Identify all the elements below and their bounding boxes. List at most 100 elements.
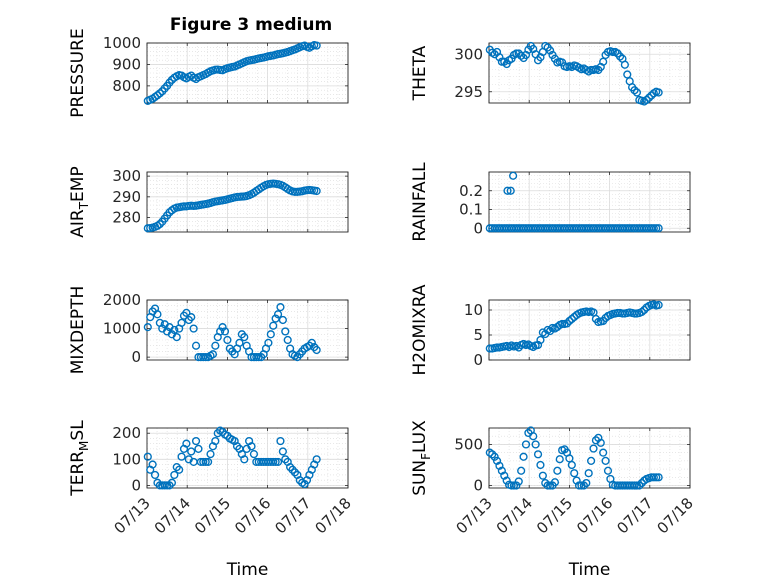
data-point [160, 84, 169, 93]
y-tick-label: 500 [454, 435, 483, 453]
data-point [143, 323, 152, 332]
data-point [519, 452, 528, 461]
data-point [208, 350, 218, 359]
y-tick-label: 0 [473, 219, 483, 237]
data-point [269, 321, 278, 330]
data-point [235, 338, 244, 347]
data-point [182, 308, 191, 317]
chart-panel-3: 280 290 300 AIRTEMP [68, 166, 349, 238]
data-point [567, 314, 576, 324]
data-point [599, 57, 608, 66]
y-tick-label: 100 [112, 450, 141, 468]
data-point [562, 319, 572, 328]
y-tick-label: 0.1 [459, 201, 483, 219]
data-point [649, 473, 658, 482]
y-tick-label: 2000 [103, 291, 141, 309]
data-point [637, 478, 646, 488]
data-point [175, 465, 184, 474]
data-point [550, 478, 560, 487]
y-tick-label: 0 [473, 477, 483, 495]
y-axis-label: MIXDEPTH [68, 286, 88, 375]
data-point [654, 300, 663, 310]
data-point [194, 444, 203, 453]
data-point [189, 324, 198, 333]
data-point [630, 309, 639, 318]
y-axis-label: PRESSURE [68, 28, 88, 117]
data-point [312, 186, 321, 196]
data-point [143, 452, 152, 461]
data-point [654, 224, 663, 233]
data-point [654, 473, 663, 482]
data-point [177, 452, 186, 461]
y-tick-label: 300 [112, 167, 141, 185]
data-point [503, 186, 512, 195]
data-point [652, 473, 661, 482]
chart-panel-6: 0 5 10 H2OMIXRA [410, 284, 691, 376]
data-point [509, 481, 519, 490]
data-point [517, 466, 526, 475]
y-tick-label: 0 [131, 476, 141, 494]
data-point [623, 70, 632, 79]
data-point [249, 449, 259, 459]
data-point [150, 470, 160, 480]
data-point [276, 303, 285, 312]
data-point [220, 327, 230, 336]
data-point [204, 457, 213, 467]
data-point [211, 341, 220, 350]
data-point [514, 477, 523, 486]
data-point [218, 323, 227, 332]
data-point [567, 460, 576, 470]
data-point [170, 470, 179, 480]
data-point [587, 456, 596, 465]
data-point [635, 481, 644, 490]
data-point [269, 457, 278, 467]
data-point [529, 432, 538, 441]
data-point [240, 333, 249, 342]
data-point [211, 436, 220, 446]
data-point [312, 455, 321, 464]
x-axis-label: Time [226, 560, 269, 580]
axes-box [488, 427, 691, 489]
data-point [507, 481, 516, 490]
data-point [153, 91, 162, 100]
data-point [533, 450, 543, 459]
data-point [615, 52, 625, 61]
data-point [500, 57, 509, 66]
data-point [601, 456, 610, 465]
data-point [278, 315, 287, 325]
data-point [608, 47, 617, 57]
data-point [512, 481, 521, 490]
data-point [271, 457, 280, 467]
y-tick-label: 0 [131, 348, 141, 366]
data-point [283, 335, 292, 345]
y-axis-label: THETA [410, 45, 430, 101]
data-point [273, 457, 283, 467]
y-axis-label: TERRMSL [68, 420, 91, 497]
y-tick-label: 200 [112, 424, 141, 442]
axes-box [146, 42, 349, 104]
data-point [278, 447, 287, 456]
data-point [312, 41, 321, 50]
data-point [495, 53, 504, 62]
chart-panel-4: 00.10.2 RAINFALL [410, 162, 691, 242]
y-axis-label: RAINFALL [410, 162, 430, 242]
data-point [264, 338, 273, 347]
data-point [182, 439, 191, 448]
y-axis-label: H2OMIXRA [410, 284, 430, 375]
data-point [201, 353, 210, 362]
data-point [490, 452, 499, 461]
chart-panel-5: 0 1000 2000 MIXDEPTH [68, 286, 349, 375]
y-tick-label: 10 [464, 301, 483, 319]
data-point [632, 88, 642, 97]
data-point [640, 305, 649, 315]
data-point [252, 353, 261, 362]
y-tick-label: 1000 [103, 34, 141, 52]
data-point [546, 46, 555, 55]
data-point [191, 341, 201, 350]
data-point [201, 457, 210, 467]
axes-box [146, 427, 349, 489]
data-point [620, 60, 629, 69]
data-point [570, 469, 579, 478]
data-point [654, 88, 663, 97]
